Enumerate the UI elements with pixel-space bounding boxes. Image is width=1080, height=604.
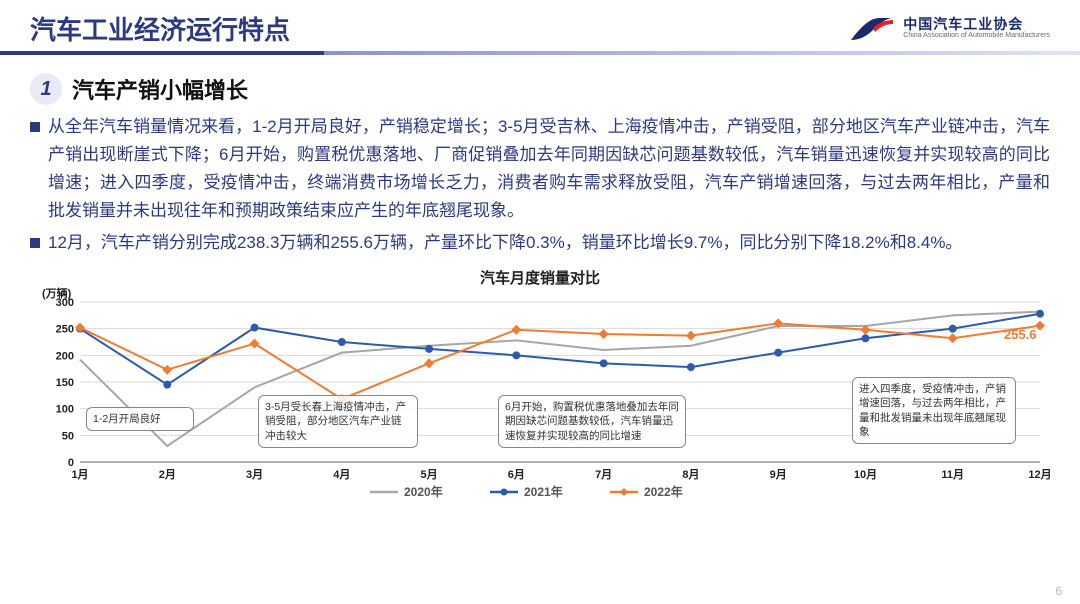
svg-text:3月: 3月 xyxy=(246,468,263,481)
chart-callout: 3-5月受长春上海疫情冲击，产销受阻，部分地区汽车产业链冲击较大 xyxy=(258,395,418,448)
svg-text:7月: 7月 xyxy=(595,468,612,481)
chart-container: 汽车月度销量对比 (万辆) 0501001502002503001月2月3月4月… xyxy=(0,267,1080,500)
svg-text:9月: 9月 xyxy=(770,468,787,481)
svg-text:150: 150 xyxy=(56,377,74,389)
body-text: 从全年汽车销量情况来看，1-2月开局良好，产销稳定增长；3-5月受吉林、上海疫情… xyxy=(0,111,1080,263)
svg-text:0: 0 xyxy=(68,457,74,469)
svg-text:4月: 4月 xyxy=(333,468,350,481)
bullet-icon xyxy=(30,238,40,248)
chart-title: 汽车月度销量对比 xyxy=(30,267,1050,288)
y-axis-unit: (万辆) xyxy=(42,285,71,301)
bullet-icon xyxy=(30,122,40,132)
svg-text:11月: 11月 xyxy=(941,468,964,481)
svg-text:200: 200 xyxy=(56,351,74,363)
svg-text:6月: 6月 xyxy=(508,468,525,481)
title-underline xyxy=(0,51,1080,55)
svg-text:8月: 8月 xyxy=(682,468,699,481)
chart-callout: 进入四季度，受疫情冲击，产销增速回落，与过去两年相比，产量和批发销量未出现年底翘… xyxy=(852,377,1016,444)
svg-text:100: 100 xyxy=(56,404,74,416)
caam-logo-icon xyxy=(849,14,895,44)
svg-text:10月: 10月 xyxy=(854,468,877,481)
chart-callout: 6月开始，购置税优惠落地叠加去年同期因缺芯问题基数较低，汽车销量迅速恢复并实现较… xyxy=(498,395,686,448)
svg-text:50: 50 xyxy=(62,431,74,443)
chart-callout: 1-2月开局良好 xyxy=(86,407,194,431)
logo-text-en: China Association of Automobile Manufact… xyxy=(903,32,1050,40)
page-title: 汽车工业经济运行特点 xyxy=(30,10,290,47)
logo-text-cn: 中国汽车工业协会 xyxy=(903,17,1050,32)
section-title: 汽车产销小幅增长 xyxy=(72,73,248,105)
bullet-1: 从全年汽车销量情况来看，1-2月开局良好，产销稳定增长；3-5月受吉林、上海疫情… xyxy=(48,113,1050,225)
svg-text:2021年: 2021年 xyxy=(524,484,563,499)
section-number-badge: 1 xyxy=(30,73,62,105)
svg-text:1月: 1月 xyxy=(71,468,88,481)
final-point-label: 255.6 xyxy=(1004,327,1037,342)
svg-text:12月: 12月 xyxy=(1028,468,1050,481)
svg-text:2022年: 2022年 xyxy=(644,484,683,499)
logo: 中国汽车工业协会 China Association of Automobile… xyxy=(849,14,1050,44)
bullet-2: 12月，汽车产销分别完成238.3万辆和255.6万辆，产量环比下降0.3%，销… xyxy=(48,229,962,257)
svg-text:2020年: 2020年 xyxy=(404,484,443,499)
svg-text:2月: 2月 xyxy=(159,468,176,481)
svg-text:250: 250 xyxy=(56,324,74,336)
page-number: 6 xyxy=(1055,584,1062,598)
svg-text:5月: 5月 xyxy=(421,468,438,481)
